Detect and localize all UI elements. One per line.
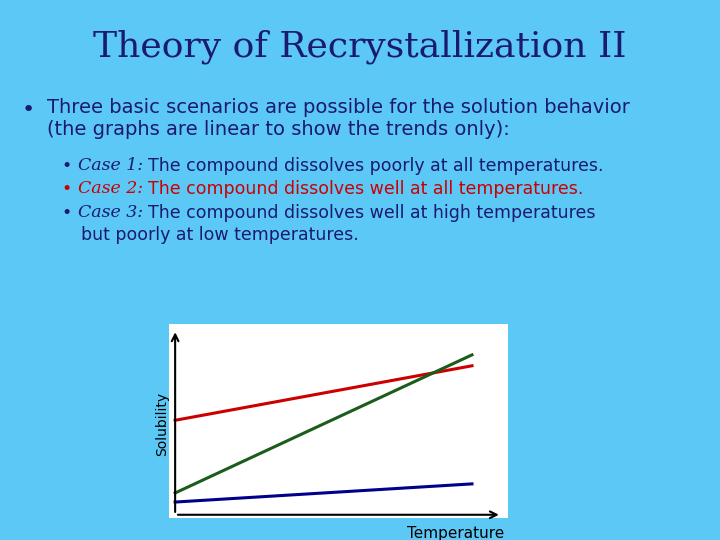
- Text: •: •: [22, 100, 35, 120]
- Text: •: •: [61, 157, 71, 174]
- Text: Case 1:: Case 1:: [78, 157, 148, 173]
- Text: Theory of Recrystallization II: Theory of Recrystallization II: [94, 30, 626, 64]
- Text: Solubility: Solubility: [155, 392, 168, 456]
- Text: •: •: [61, 180, 71, 198]
- Text: Case 2:: Case 2:: [78, 180, 148, 197]
- Text: Three basic scenarios are possible for the solution behavior: Three basic scenarios are possible for t…: [47, 98, 630, 117]
- Text: The compound dissolves poorly at all temperatures.: The compound dissolves poorly at all tem…: [148, 157, 604, 174]
- Text: The compound dissolves well at all temperatures.: The compound dissolves well at all tempe…: [148, 180, 584, 198]
- Text: •: •: [61, 204, 71, 222]
- Text: The compound dissolves well at high temperatures: The compound dissolves well at high temp…: [148, 204, 596, 222]
- Text: Case 3:: Case 3:: [78, 204, 148, 221]
- Text: (the graphs are linear to show the trends only):: (the graphs are linear to show the trend…: [47, 120, 510, 139]
- Text: Temperature: Temperature: [408, 525, 505, 540]
- Text: but poorly at low temperatures.: but poorly at low temperatures.: [81, 226, 359, 244]
